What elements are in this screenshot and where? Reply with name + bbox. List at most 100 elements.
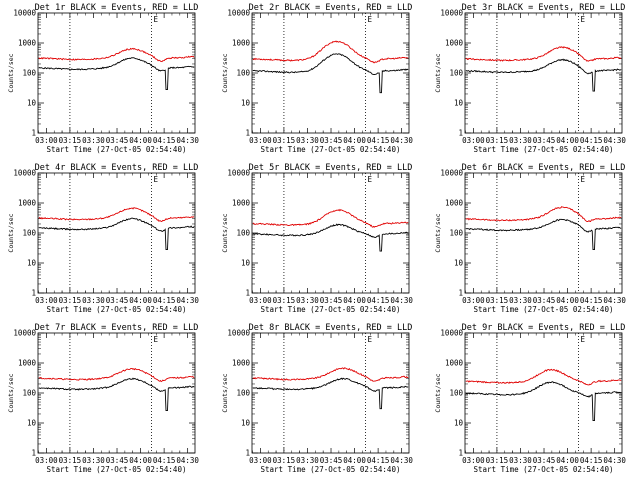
detector-panel-1: Det 1r BLACK = Events, RED = LLD 1 10 100 10… (7, 3, 199, 154)
y-axis-label: Counts/sec (7, 373, 15, 412)
plot-frame (251, 332, 410, 454)
y-tick-label: 1 (245, 289, 250, 298)
x-tick-label: 04:00 (343, 136, 366, 145)
y-tick-label: 10000 (440, 9, 463, 18)
x-tick-label: 03:15 (486, 136, 509, 145)
x-tick-label: 03:45 (320, 136, 343, 145)
x-tick-label: 03:15 (486, 456, 509, 465)
y-tick-label: 1000 (232, 199, 251, 208)
x-tick-label: 04:00 (556, 136, 579, 145)
plot-frame (251, 12, 410, 134)
x-tick-label: 03:45 (106, 136, 129, 145)
y-tick-label: 1000 (445, 359, 464, 368)
x-tick-label: 03:30 (296, 296, 319, 305)
series-line-lld (38, 207, 195, 222)
event-marker-label: E (154, 15, 159, 24)
y-tick-label: 1000 (18, 359, 37, 368)
x-tick-label: 03:45 (533, 136, 556, 145)
plot-frame (37, 12, 196, 134)
y-tick-label: 100 (449, 69, 463, 78)
x-tick-label: 03:30 (82, 296, 105, 305)
detector-panel-3: Det 3r BLACK = Events, RED = LLD 1 10 100 10… (434, 3, 626, 154)
x-tick-label: 04:00 (129, 296, 152, 305)
x-tick-label: 04:00 (556, 456, 579, 465)
y-tick-label: 1 (458, 449, 463, 458)
y-tick-label: 1000 (18, 199, 37, 208)
series-line-events (38, 57, 195, 91)
x-axis-label: Start Time (27-Oct-05 02:54:40) (474, 145, 614, 154)
x-axis-label: Start Time (27-Oct-05 02:54:40) (47, 465, 187, 474)
x-tick-label: 03:00 (249, 296, 272, 305)
x-tick-label: 03:00 (35, 296, 58, 305)
x-tick-label: 03:15 (486, 296, 509, 305)
x-tick-label: 03:15 (59, 296, 82, 305)
plot-frame (251, 172, 410, 294)
y-tick-label: 100 (449, 229, 463, 238)
x-axis-label: Start Time (27-Oct-05 02:54:40) (261, 145, 401, 154)
x-tick-label: 03:45 (106, 296, 129, 305)
series-line-events (465, 381, 622, 422)
x-tick-label: 04:30 (176, 296, 199, 305)
y-tick-label: 10 (454, 419, 464, 428)
x-tick-label: 03:30 (296, 136, 319, 145)
event-marker-label: E (368, 175, 373, 184)
x-tick-label: 04:00 (129, 136, 152, 145)
y-tick-label: 10 (241, 259, 251, 268)
x-tick-label: 04:30 (603, 296, 626, 305)
y-tick-label: 1 (31, 289, 36, 298)
series-line-events (252, 377, 409, 410)
x-tick-label: 04:30 (390, 456, 413, 465)
y-tick-label: 1 (458, 289, 463, 298)
y-tick-label: 10 (27, 419, 37, 428)
x-tick-label: 03:15 (59, 456, 82, 465)
y-tick-label: 1 (458, 129, 463, 138)
y-tick-label: 100 (449, 389, 463, 398)
x-tick-label: 04:30 (390, 296, 413, 305)
y-tick-label: 10000 (440, 329, 463, 338)
x-tick-label: 04:00 (556, 296, 579, 305)
x-tick-label: 03:15 (59, 136, 82, 145)
y-tick-label: 1000 (232, 359, 251, 368)
y-tick-label: 1 (31, 449, 36, 458)
series-line-events (252, 53, 409, 94)
y-tick-label: 100 (236, 229, 250, 238)
y-tick-label: 1000 (18, 39, 37, 48)
x-tick-label: 04:15 (580, 296, 603, 305)
y-tick-label: 10000 (13, 9, 36, 18)
x-tick-label: 04:00 (343, 296, 366, 305)
detector-panel-4: Det 4r BLACK = Events, RED = LLD 1 10 100 10… (7, 163, 199, 314)
detector-panel-7: Det 7r BLACK = Events, RED = LLD 1 10 100 10… (7, 323, 199, 474)
y-tick-label: 10 (241, 99, 251, 108)
x-tick-label: 04:30 (603, 136, 626, 145)
x-tick-label: 03:15 (273, 136, 296, 145)
x-tick-label: 04:15 (367, 136, 390, 145)
y-axis-label: Counts/sec (7, 53, 15, 92)
event-marker-label: E (154, 175, 159, 184)
series-line-events (465, 218, 622, 251)
x-axis-label: Start Time (27-Oct-05 02:54:40) (47, 145, 187, 154)
panel-title: Det 8r BLACK = Events, RED = LLD (249, 323, 413, 333)
x-tick-label: 03:45 (533, 296, 556, 305)
x-tick-label: 04:15 (153, 136, 176, 145)
y-tick-label: 10 (27, 259, 37, 268)
y-tick-label: 10000 (227, 9, 250, 18)
series-line-lld (465, 368, 622, 386)
event-marker-label: E (581, 15, 586, 24)
x-tick-label: 03:30 (296, 456, 319, 465)
x-tick-label: 03:00 (35, 456, 58, 465)
x-tick-label: 03:30 (509, 296, 532, 305)
y-tick-label: 10000 (227, 169, 250, 178)
y-tick-label: 100 (236, 69, 250, 78)
y-tick-label: 1000 (445, 39, 464, 48)
x-tick-label: 03:45 (320, 296, 343, 305)
x-tick-label: 03:00 (249, 456, 272, 465)
series-line-lld (38, 367, 195, 383)
x-tick-label: 03:15 (273, 296, 296, 305)
x-tick-label: 03:30 (82, 456, 105, 465)
x-tick-label: 04:30 (390, 136, 413, 145)
x-tick-label: 04:15 (153, 296, 176, 305)
x-tick-label: 03:45 (533, 456, 556, 465)
x-axis-label: Start Time (27-Oct-05 02:54:40) (47, 305, 187, 314)
series-line-lld (252, 208, 409, 228)
x-tick-label: 03:00 (249, 136, 272, 145)
